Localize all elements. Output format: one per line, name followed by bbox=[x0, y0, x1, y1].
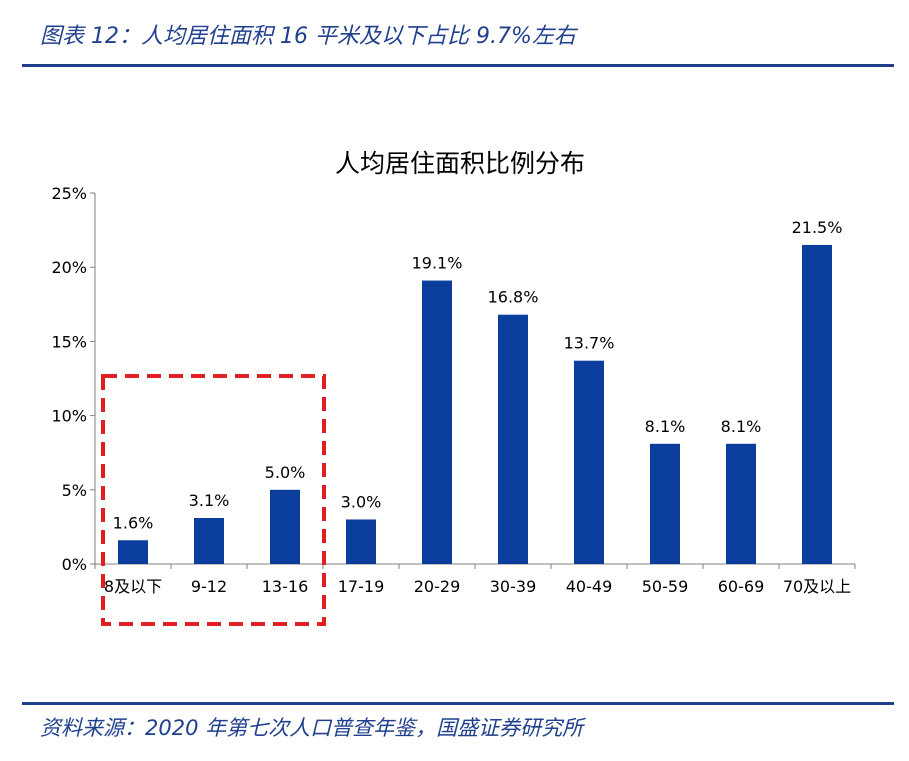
y-tick-label: 0% bbox=[62, 555, 87, 574]
bar bbox=[118, 540, 148, 564]
bar-value-label: 8.1% bbox=[721, 417, 762, 436]
bar bbox=[650, 443, 680, 564]
bar-series bbox=[118, 244, 832, 564]
y-tick-label: 15% bbox=[51, 332, 87, 351]
bar-value-label: 21.5% bbox=[792, 218, 843, 237]
bar-value-label: 19.1% bbox=[412, 254, 463, 273]
bar bbox=[346, 519, 376, 564]
bar bbox=[270, 489, 300, 564]
bar-value-label: 8.1% bbox=[645, 417, 686, 436]
x-tick-label: 13-16 bbox=[262, 577, 309, 596]
x-tick-label: 30-39 bbox=[490, 577, 537, 596]
x-tick-label: 20-29 bbox=[414, 577, 461, 596]
x-tick-label: 50-59 bbox=[642, 577, 689, 596]
bar-value-label: 1.6% bbox=[113, 513, 154, 532]
bar bbox=[422, 280, 452, 564]
data-labels: 1.6% 3.1% 5.0% 3.0% 19.1% 16.8% 13.7% 8.1% 8.1% 2… bbox=[113, 218, 843, 532]
x-tick-label: 17-19 bbox=[338, 577, 385, 596]
figure-title: 图表 12：人均居住面积 16 平米及以下占比 9.7%左右 bbox=[40, 24, 576, 49]
y-tick-label: 10% bbox=[51, 407, 87, 426]
bar-chart: 人均居住面积比例分布 0% 5% 10% 15% 20% 25% 1.6% 3.1% 5.0%… bbox=[51, 149, 856, 626]
bar bbox=[726, 443, 756, 564]
bar bbox=[574, 360, 604, 564]
x-tick-labels: 8及以下 9-12 13-16 17-19 20-29 30-39 40-49 50-59 60… bbox=[104, 577, 851, 596]
bar-value-label: 5.0% bbox=[265, 463, 306, 482]
y-tick-label: 20% bbox=[51, 258, 87, 277]
x-tick-label: 8及以下 bbox=[104, 577, 162, 596]
x-tick-label: 9-12 bbox=[191, 577, 227, 596]
x-tick-label: 40-49 bbox=[566, 577, 613, 596]
bar bbox=[802, 244, 832, 564]
bar-value-label: 16.8% bbox=[488, 288, 539, 307]
y-tick-label: 25% bbox=[51, 184, 87, 203]
bar bbox=[194, 517, 224, 564]
bar-value-label: 3.1% bbox=[189, 491, 230, 510]
bar-value-label: 3.0% bbox=[341, 492, 382, 511]
y-tick-labels: 0% 5% 10% 15% 20% 25% bbox=[51, 184, 87, 574]
x-tick-label: 60-69 bbox=[718, 577, 765, 596]
bottom-divider bbox=[22, 702, 894, 705]
bar bbox=[498, 314, 528, 564]
top-divider bbox=[22, 64, 894, 67]
y-tick-label: 5% bbox=[62, 481, 87, 500]
source-note: 资料来源：2020 年第七次人口普查年鉴，国盛证券研究所 bbox=[40, 716, 584, 740]
highlight-box bbox=[101, 374, 326, 626]
chart-title: 人均居住面积比例分布 bbox=[335, 149, 585, 178]
bar-value-label: 13.7% bbox=[564, 334, 615, 353]
x-tick-label: 70及以上 bbox=[783, 577, 851, 596]
